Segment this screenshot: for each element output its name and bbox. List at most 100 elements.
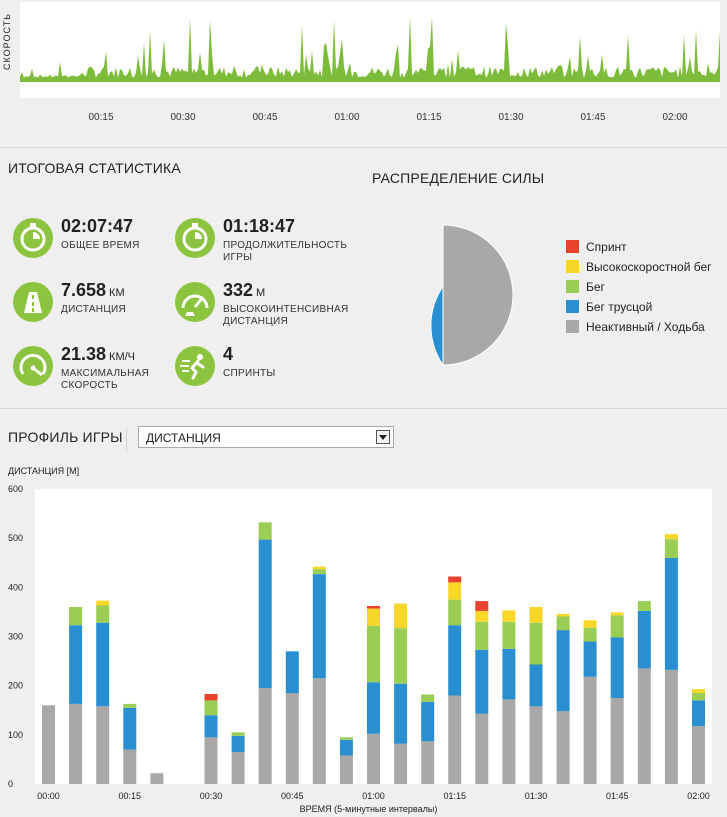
bar-segment <box>394 603 408 629</box>
bar-segment <box>637 668 651 784</box>
bar-segment <box>637 610 651 669</box>
legend-label: Высокоскоростной бег <box>586 260 712 274</box>
legend-item-sprint: Спринт <box>566 240 627 254</box>
bar-segment <box>664 539 678 558</box>
game-profile-title: ПРОФИЛЬ ИГРЫ <box>8 429 123 445</box>
bar-segment <box>367 625 380 683</box>
stopwatch-icon <box>175 218 215 258</box>
bar-segment <box>123 703 137 708</box>
stat-value: 21.38 <box>61 344 107 364</box>
bar-segment <box>583 627 597 642</box>
legend-item-run: Бег <box>566 280 605 294</box>
stat-value: 02:07:47 <box>61 216 134 236</box>
bar-segment <box>69 703 83 784</box>
bar-segment <box>421 741 435 784</box>
speed-axis-label: СКОРОСТЬ <box>2 12 12 70</box>
stat-max-speed: 21.38 КМ/Ч МАКСИМАЛЬНАЯ СКОРОСТЬ <box>13 344 183 398</box>
speed-tick-label: 00:15 <box>88 112 114 123</box>
y-tick-label: 500 <box>8 533 23 543</box>
bar-segment <box>339 739 353 756</box>
stat-label: ДИСТАНЦИЯ <box>61 304 127 315</box>
chevron-down-icon[interactable] <box>376 430 390 444</box>
stat-unit: КМ <box>109 287 125 299</box>
x-tick-label: 01:30 <box>525 791 548 801</box>
bar-segment <box>692 700 705 726</box>
summary-title: ИТОГОВАЯ СТАТИСТИКА <box>8 160 181 176</box>
bar-segment <box>583 620 597 628</box>
bar-segment <box>502 621 516 649</box>
speed-tick-label: 00:30 <box>170 112 196 123</box>
bar-segment <box>204 715 218 738</box>
bar-segment <box>529 664 543 707</box>
bar-segment <box>312 678 326 784</box>
pie-slice <box>442 224 514 366</box>
bar-segment <box>692 726 705 784</box>
bar-segment <box>529 706 543 784</box>
speed-tick-label: 00:45 <box>252 112 278 123</box>
y-tick-label: 200 <box>8 681 23 691</box>
bar-segment <box>204 737 218 784</box>
bar-segment <box>123 707 137 750</box>
bar-segment <box>502 648 516 700</box>
bar-segment <box>448 576 462 583</box>
bar-segment <box>96 605 110 623</box>
bar-segment <box>475 649 489 714</box>
bar-segment <box>664 669 678 784</box>
summary-panel: ИТОГОВАЯ СТАТИСТИКА 02:07:47 ОБЩЕЕ ВРЕМЯ… <box>0 148 727 409</box>
stat-label: СПРИНТЫ <box>223 368 276 379</box>
stat-value: 4 <box>223 344 234 364</box>
bar-segment <box>475 621 489 650</box>
bar-segment <box>394 743 408 784</box>
x-tick-label: 02:00 <box>687 791 710 801</box>
metric-select[interactable]: ДИСТАНЦИЯ <box>138 426 394 448</box>
x-tick-label: 01:45 <box>606 791 629 801</box>
stat-value: 01:18:47 <box>223 216 296 236</box>
speed-profile-panel: СКОРОСТЬ 00:15 00:30 00:45 01:00 01:15 01:30 0… <box>0 0 727 148</box>
legend-swatch <box>566 320 579 333</box>
metric-select-value: ДИСТАНЦИЯ <box>146 431 221 445</box>
stat-high-intensity-distance: 332 М ВЫСОКОИНТЕНСИВНАЯ ДИСТАНЦИЯ <box>175 280 348 334</box>
bar-segment <box>231 735 245 752</box>
x-tick-label: 00:00 <box>37 791 60 801</box>
bar-segment <box>204 700 218 716</box>
bar-segment <box>692 689 705 693</box>
stat-label: ОБЩЕЕ ВРЕМЯ <box>61 240 140 251</box>
bar-segment <box>502 610 516 622</box>
legend-swatch <box>566 260 579 273</box>
bar-segment <box>421 701 435 742</box>
bar-segment <box>96 706 110 784</box>
distance-bar-chart: ДИСТАНЦИЯ [М] 0 100 200 300 400 500 600 00:00 00:… <box>8 466 712 814</box>
stat-label: МАКСИМАЛЬНАЯ СКОРОСТЬ <box>61 368 150 391</box>
bar-segment <box>394 683 408 744</box>
game-profile-panel: ПРОФИЛЬ ИГРЫ ДИСТАНЦИЯ ДИСТАНЦИЯ [М] 0 100… <box>0 409 727 817</box>
bar-segment <box>421 694 435 702</box>
bar-segment <box>610 615 624 638</box>
stat-value: 332 <box>223 280 254 300</box>
speed-tick-label: 01:30 <box>498 112 524 123</box>
y-tick-label: 100 <box>8 730 23 740</box>
bar-segment <box>475 601 489 611</box>
sprinter-icon <box>175 346 215 386</box>
bar-segment <box>610 637 624 698</box>
x-tick-label: 01:00 <box>362 791 385 801</box>
y-tick-label: 400 <box>8 582 23 592</box>
bar-segment <box>448 625 462 696</box>
bar-segment <box>285 651 299 694</box>
bar-segment <box>556 613 570 617</box>
bar-segment <box>204 694 218 701</box>
bar-segment <box>69 607 83 626</box>
bar-segment <box>258 522 272 540</box>
speed-tick-label: 01:45 <box>580 112 606 123</box>
bar-segment <box>367 608 380 626</box>
speed-chart <box>20 2 720 98</box>
bar-segment <box>664 557 678 670</box>
bar-segment <box>448 582 462 600</box>
legend-swatch <box>566 300 579 313</box>
legend-label: Неактивный / Ходьба <box>586 320 705 334</box>
bar-segment <box>42 705 55 784</box>
bar-segment <box>312 569 326 574</box>
bar-segment <box>583 641 597 677</box>
bar-segment <box>448 599 462 626</box>
legend-swatch <box>566 280 579 293</box>
y-tick-label: 300 <box>8 632 23 642</box>
